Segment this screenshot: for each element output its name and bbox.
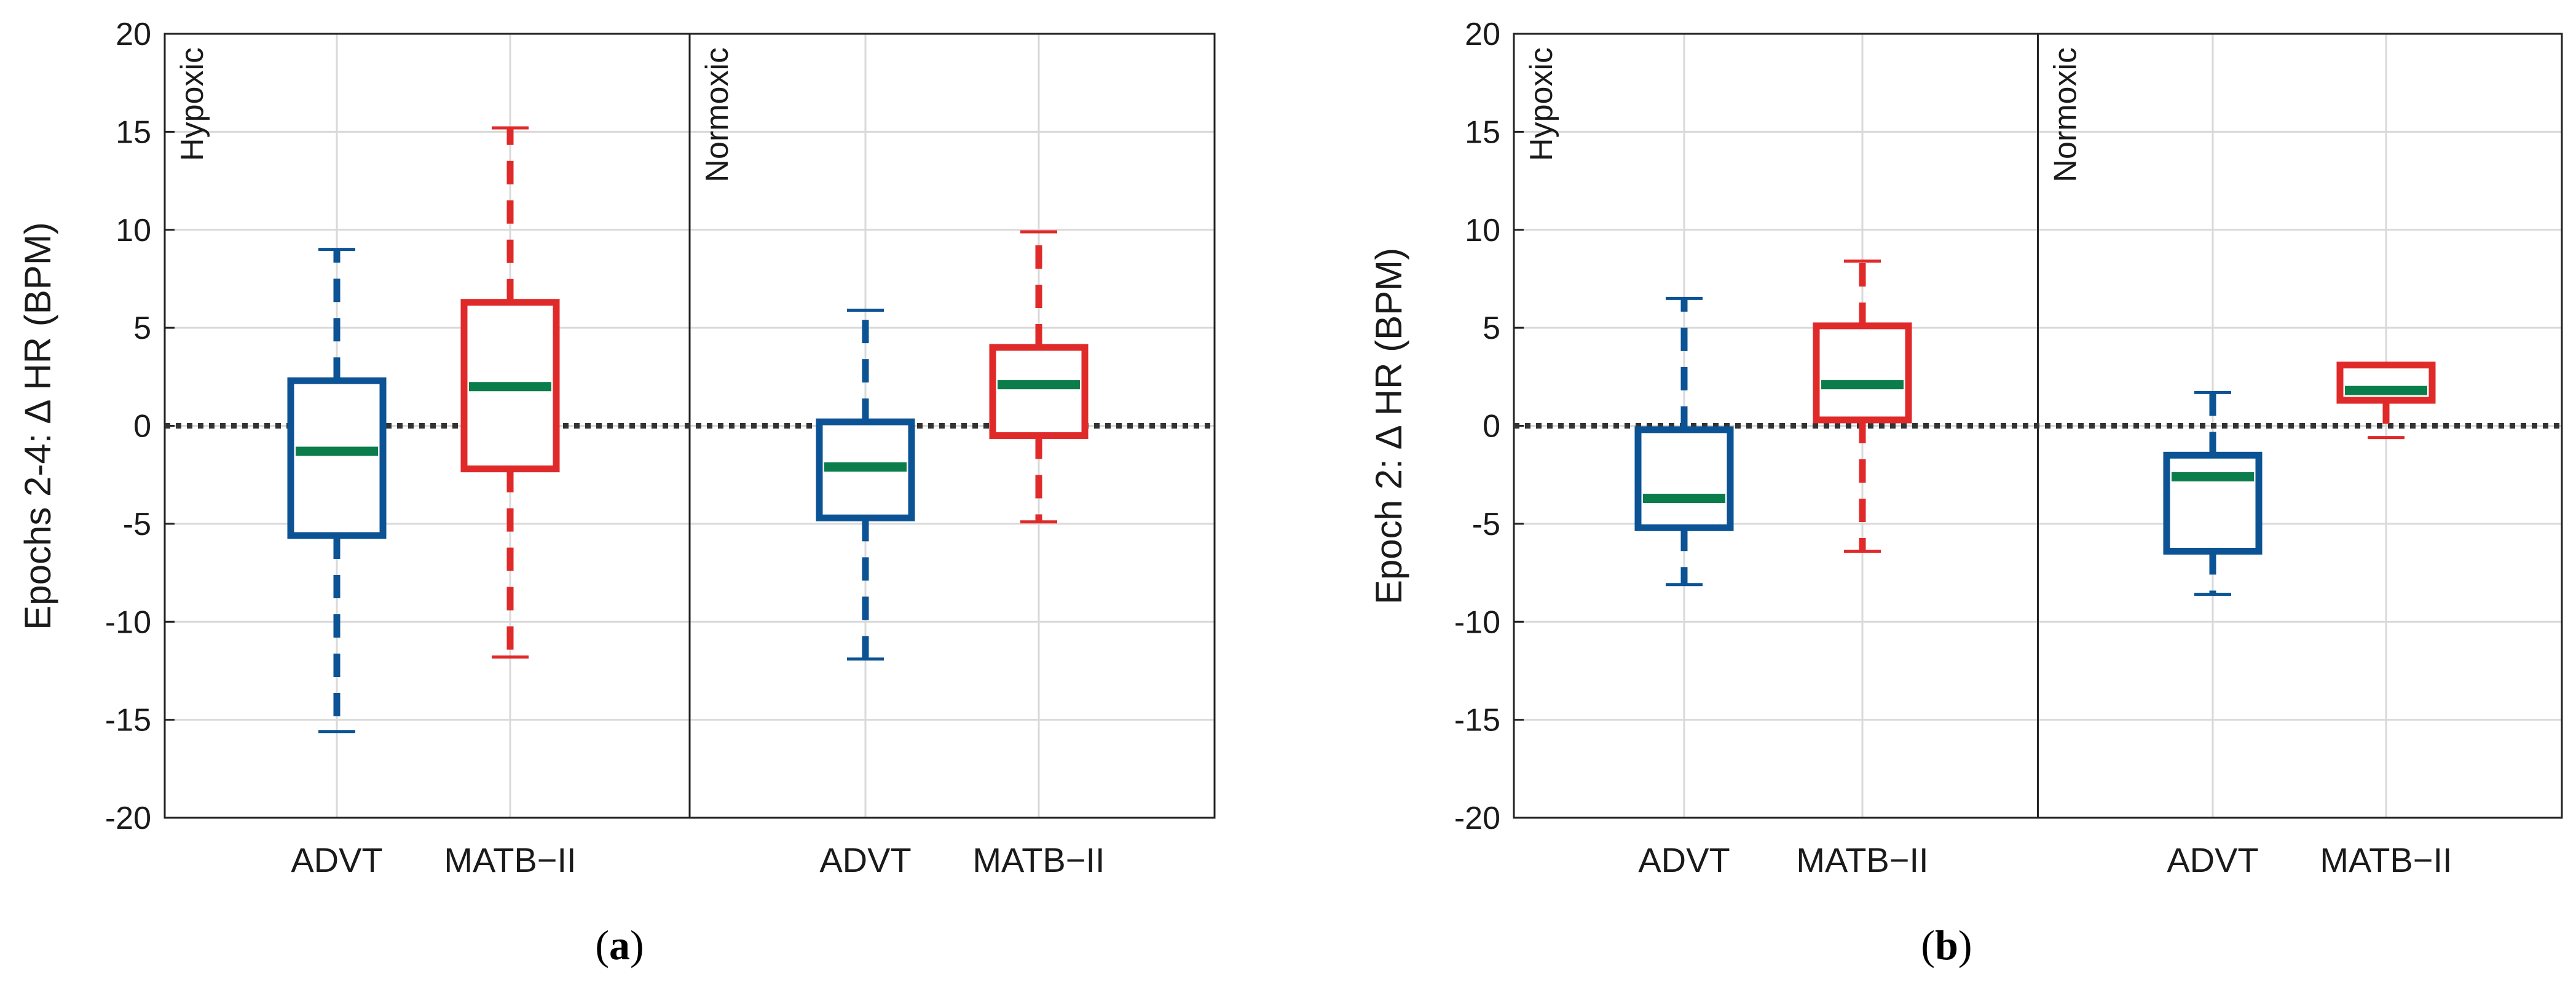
boxplot-advt [1634, 296, 1734, 587]
iqr-box [287, 377, 387, 539]
group-label-normoxic: Normoxic [699, 47, 735, 183]
y-tick-label: -15 [105, 703, 151, 738]
category-label: MATB−II [2320, 841, 2452, 879]
boxplot-matb [460, 126, 560, 659]
y-tick-label: -20 [105, 801, 151, 836]
y-tick-label: 15 [1465, 114, 1500, 150]
boxplot-matb [1813, 259, 1912, 553]
category-label: MATB−II [444, 841, 576, 879]
y-tick-label: 5 [133, 311, 151, 346]
boxplot-advt [816, 308, 915, 661]
y-tick-label: 5 [1483, 311, 1500, 346]
group-label-hypoxic: Hypoxic [1524, 47, 1559, 161]
boxplot-matb [2336, 362, 2436, 440]
boxplot-advt [287, 248, 387, 734]
y-tick-label: -10 [1454, 604, 1500, 640]
panel-b: -20 -15 -10 -5 0 5 10 15 20 Hypoxic Normoxic ADVT MA… [1368, 17, 2563, 968]
category-label: MATB−II [1796, 841, 1928, 879]
y-tick-label: 0 [133, 409, 151, 445]
y-tick-label: 10 [1465, 213, 1500, 248]
y-tick-label: 20 [116, 17, 151, 52]
y-axis-label: Epochs 2-4: ∆ HR (BPM) [17, 222, 58, 630]
group-label-hypoxic: Hypoxic [175, 47, 210, 161]
y-tick-label: -20 [1454, 801, 1500, 836]
y-tick-label: 10 [116, 213, 151, 248]
y-tick-label: 20 [1465, 17, 1500, 52]
y-tick-label: -5 [1472, 507, 1500, 542]
iqr-box [1634, 426, 1734, 531]
y-tick-label: -15 [1454, 703, 1500, 738]
panel-caption: (a) [595, 922, 644, 968]
y-tick-label: 0 [1483, 409, 1500, 445]
category-label: ADVT [2167, 841, 2258, 879]
y-axis-label: Epoch 2: ∆ HR (BPM) [1368, 248, 1409, 604]
category-label: MATB−II [972, 841, 1105, 879]
category-label: ADVT [819, 841, 911, 879]
panel-caption: (b) [1921, 922, 1972, 968]
iqr-box [2163, 451, 2263, 555]
boxplot-matb [989, 230, 1089, 524]
boxplot-advt [2163, 390, 2263, 596]
iqr-box [1813, 322, 1912, 424]
category-label: ADVT [1638, 841, 1730, 879]
y-tick-label: -5 [123, 507, 151, 542]
iqr-box [989, 344, 1089, 439]
panel-a: -20 -15 -10 -5 0 5 10 15 20 Hypoxic Normoxic ADVT MA… [17, 17, 1216, 968]
group-label-normoxic: Normoxic [2048, 47, 2084, 183]
y-tick-label: 15 [116, 114, 151, 150]
category-label: ADVT [291, 841, 382, 879]
y-tick-label: -10 [105, 604, 151, 640]
